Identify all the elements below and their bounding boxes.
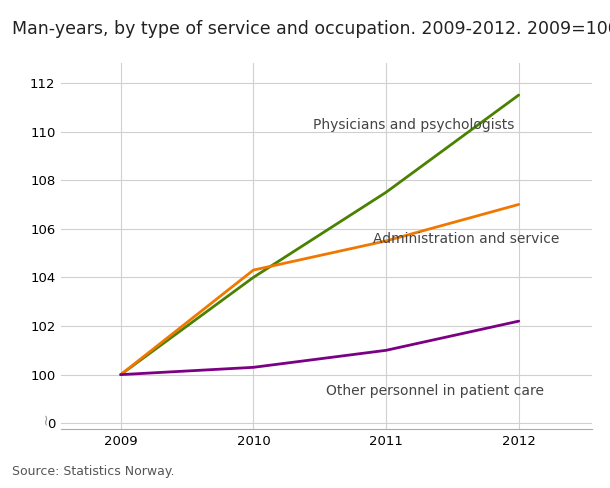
Text: ∼: ∼ xyxy=(38,412,53,425)
Text: Other personnel in patient care: Other personnel in patient care xyxy=(326,385,544,398)
Text: Source: Statistics Norway.: Source: Statistics Norway. xyxy=(12,465,174,478)
Text: Physicians and psychologists: Physicians and psychologists xyxy=(313,118,514,131)
Text: Administration and service: Administration and service xyxy=(373,232,559,246)
Text: Man-years, by type of service and occupation. 2009-2012. 2009=100: Man-years, by type of service and occupa… xyxy=(12,20,610,38)
